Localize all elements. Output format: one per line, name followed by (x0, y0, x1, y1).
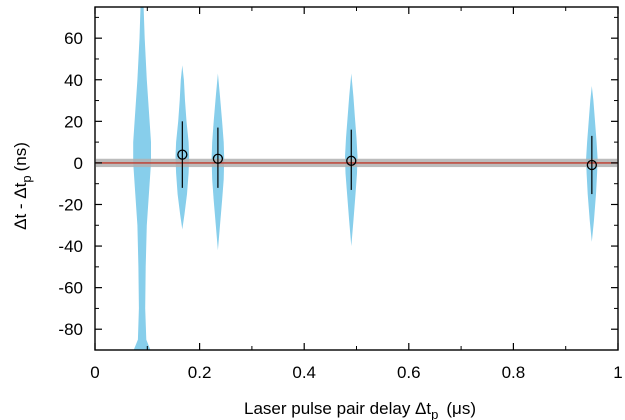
data-point-3 (586, 159, 597, 171)
y-tick-label: 20 (64, 112, 83, 131)
x-tick-label: 1 (613, 363, 622, 382)
x-tick-label: 0.6 (397, 363, 421, 382)
data-point-0 (177, 149, 188, 160)
reference-band-group (96, 158, 617, 168)
x-axis-label-unit: (μs) (446, 399, 476, 418)
x-tick-label: 0.4 (292, 363, 316, 382)
x-axis-label: Laser pulse pair delay Δtp (μs) (244, 399, 476, 420)
x-axis-ticks: 0 0.2 0.4 0.6 0.8 1 (90, 7, 623, 382)
y-axis-label: Δt - Δtp (ns) (11, 142, 34, 230)
x-tick-label: 0.8 (502, 363, 526, 382)
y-tick-label: -20 (58, 195, 83, 214)
x-axis-label-sub: p (431, 407, 438, 420)
data-point-1 (212, 153, 224, 164)
x-axis-label-main: Laser pulse pair delay Δt (244, 399, 431, 418)
violins (133, 7, 598, 350)
data-points (177, 121, 597, 195)
y-tick-label: -40 (58, 237, 83, 256)
y-tick-label: -80 (58, 320, 83, 339)
y-axis-label-sub: p (19, 175, 34, 182)
y-axis-ticks: -80 -60 -40 -20 0 20 40 60 (58, 16, 618, 339)
x-tick-label: 0.2 (188, 363, 212, 382)
y-axis-label-main: Δt - Δt (11, 182, 30, 230)
data-point-2 (346, 155, 357, 166)
y-tick-label: 0 (74, 154, 83, 173)
y-tick-label: 40 (64, 71, 83, 90)
x-tick-label: 0 (90, 363, 99, 382)
violin-0 (133, 7, 151, 350)
y-axis-label-unit: (ns) (11, 142, 30, 171)
y-tick-label: 60 (64, 29, 83, 48)
y-tick-label: -60 (58, 279, 83, 298)
